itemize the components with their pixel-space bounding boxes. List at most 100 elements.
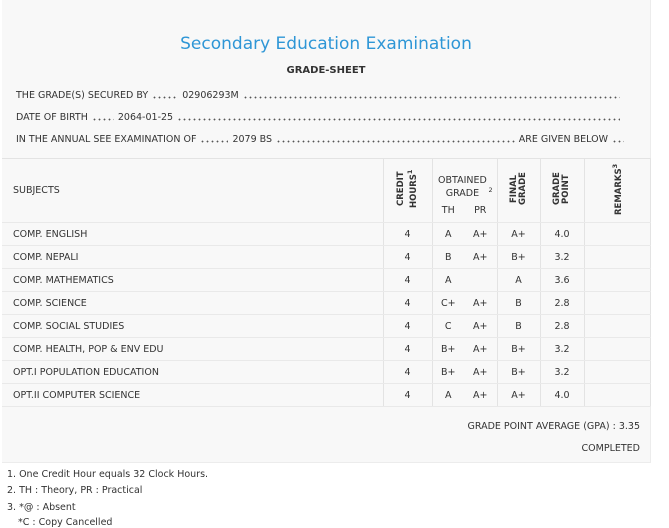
grade-th: B+ (432, 360, 464, 384)
header-th: TH (432, 199, 464, 223)
grade-point: 2.8 (540, 314, 585, 338)
status: COMPLETED (581, 443, 640, 454)
remarks (584, 337, 651, 361)
subject: COMP. SOCIAL STUDIES (2, 314, 384, 338)
info-label: DATE OF BIRTH (16, 112, 88, 123)
info-value: 02906293M (182, 90, 239, 101)
final-grade: A+ (497, 383, 541, 407)
grade-point: 2.8 (540, 291, 585, 315)
credit-hours: 4 (383, 222, 433, 246)
subject-row: COMP. HEALTH, POP & ENV EDU 4 B+ A+ B+ 3.2 (2, 337, 651, 361)
grade-sheet-panel: Secondary Education Examination GRADE-SH… (2, 0, 651, 463)
credit-hours: 4 (383, 383, 433, 407)
subject: COMP. ENGLISH (2, 222, 384, 246)
header-text: FINAL GRADE (508, 172, 528, 206)
header-text: GRADE POINT (552, 172, 572, 206)
grade-th: A (432, 268, 464, 292)
credit-hours: 4 (383, 268, 433, 292)
footnote: 1. One Credit Hour equals 32 Clock Hours… (7, 469, 209, 480)
info-label: THE GRADE(S) SECURED BY (16, 90, 149, 101)
grade-th: C+ (432, 291, 464, 315)
final-grade: A (497, 268, 541, 292)
grade-pr: A+ (464, 314, 498, 338)
leader (152, 96, 179, 99)
grade-th: B (432, 245, 464, 269)
credit-hours: 4 (383, 337, 433, 361)
credit-hours: 4 (383, 360, 433, 384)
header-text: REMARKS (613, 167, 624, 215)
footnote: *C : Copy Cancelled (18, 517, 113, 528)
grade-pr: A+ (464, 291, 498, 315)
footnote: 3. *@ : Absent (7, 502, 76, 513)
credit-hours: 4 (383, 314, 433, 338)
remarks (584, 245, 651, 269)
info-suffix: ARE GIVEN BELOW (518, 134, 608, 145)
subject: OPT.II COMPUTER SCIENCE (2, 383, 384, 407)
subject-row: COMP. SOCIAL STUDIES 4 C A+ B 2.8 (2, 314, 651, 338)
grade-point: 3.2 (540, 245, 585, 269)
info-line: IN THE ANNUAL SEE EXAMINATION OF 2079 BS… (16, 131, 624, 145)
remarks (584, 360, 651, 384)
grade-point: 4.0 (540, 383, 585, 407)
subtitle: GRADE-SHEET (286, 65, 366, 76)
grade-pr: A+ (464, 222, 498, 246)
header-obtained: OBTAINED GRADE 2 (432, 157, 498, 200)
info-label: IN THE ANNUAL SEE EXAMINATION OF (16, 134, 197, 145)
grade-table: SUBJECTS CREDIT HOURS1 OBTAINED GRADE 2 F… (2, 157, 651, 407)
table-body: COMP. ENGLISH 4 A A+ A+ 4.0 COMP. NEPALI 4 B A+ B+… (2, 222, 651, 407)
footnote: 2. TH : Theory, PR : Practical (7, 485, 143, 496)
remarks (584, 383, 651, 407)
title: Secondary Education Examination (180, 34, 472, 54)
subject: COMP. NEPALI (2, 245, 384, 269)
remarks (584, 222, 651, 246)
credit-hours: 4 (383, 245, 433, 269)
footnote-ref: 3 (610, 163, 619, 168)
remarks (584, 291, 651, 315)
grade-pr: A+ (464, 360, 498, 384)
header-subjects: SUBJECTS (2, 158, 384, 223)
subject-row: COMP. MATHEMATICS 4 A A 3.6 (2, 268, 651, 292)
subject-row: COMP. SCIENCE 4 C+ A+ B 2.8 (2, 291, 651, 315)
grade-th: B+ (432, 337, 464, 361)
leader (612, 140, 624, 143)
credit-hours: 4 (383, 291, 433, 315)
footnote-ref: 1 (405, 169, 414, 175)
grade-pr: A+ (464, 383, 498, 407)
final-grade: B (497, 291, 541, 315)
subject: COMP. SCIENCE (2, 291, 384, 315)
header-credit: CREDIT HOURS1 (383, 158, 433, 223)
leader (177, 118, 620, 121)
grade-point: 3.2 (540, 360, 585, 384)
footnote-ref: 2 (488, 185, 493, 194)
info-value: 2064-01-25 (117, 112, 174, 123)
grade-th: A (432, 383, 464, 407)
grade-point: 3.2 (540, 337, 585, 361)
info-line: THE GRADE(S) SECURED BY 02906293M (16, 87, 624, 101)
final-grade: B+ (497, 245, 541, 269)
subject: OPT.I POPULATION EDUCATION (2, 360, 384, 384)
info-value: 2079 BS (232, 134, 273, 145)
header-remarks: REMARKS3 (584, 158, 651, 223)
grade-point: 4.0 (540, 222, 585, 246)
grade-pr: A+ (464, 337, 498, 361)
subject-row: COMP. NEPALI 4 B A+ B+ 3.2 (2, 245, 651, 269)
final-grade: A+ (497, 222, 541, 246)
gpa: GRADE POINT AVERAGE (GPA) : 3.35 (468, 421, 640, 432)
leader (276, 140, 515, 143)
leader (200, 140, 229, 143)
final-grade: B+ (497, 360, 541, 384)
header-pr: PR (464, 199, 498, 223)
gpa-value: 3.35 (618, 421, 640, 432)
subject-row: COMP. ENGLISH 4 A A+ A+ 4.0 (2, 222, 651, 246)
final-grade: B+ (497, 337, 541, 361)
grade-point: 3.6 (540, 268, 585, 292)
subject: COMP. HEALTH, POP & ENV EDU (2, 337, 384, 361)
header-text: OBTAINED GRADE (438, 174, 487, 199)
grade-th: C (432, 314, 464, 338)
leader (242, 96, 620, 99)
remarks (584, 268, 651, 292)
grade-th: A (432, 222, 464, 246)
header-point: GRADE POINT (540, 158, 585, 223)
final-grade: B (497, 314, 541, 338)
